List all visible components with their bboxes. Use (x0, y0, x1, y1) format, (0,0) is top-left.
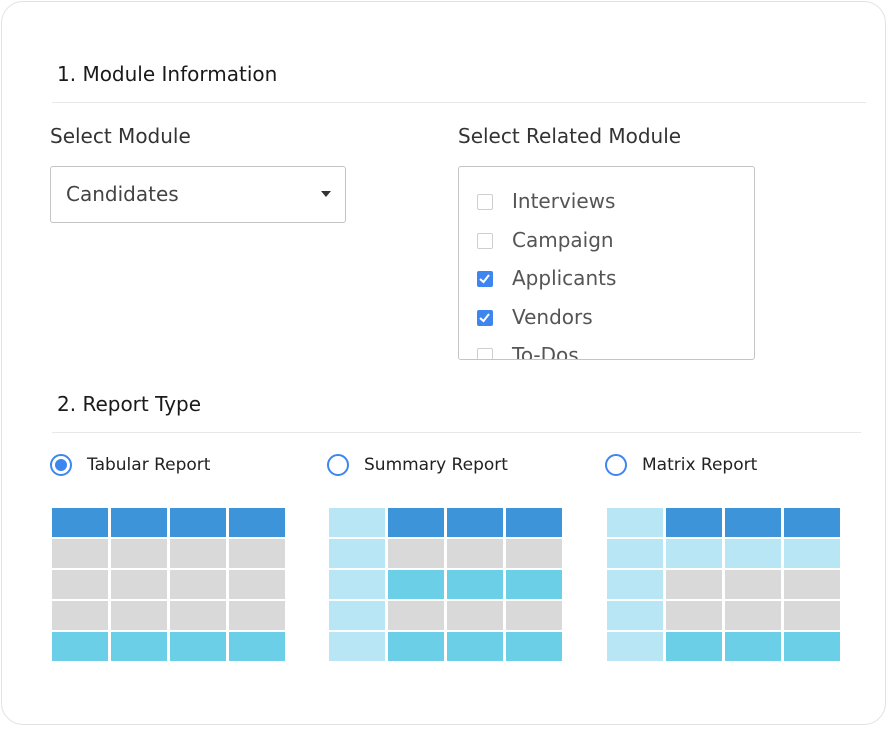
field-label: Select Module (50, 124, 191, 148)
checkbox-label: To-Dos (512, 343, 579, 360)
checkmark (479, 312, 490, 322)
preview-cell (506, 539, 562, 568)
divider (52, 432, 861, 433)
preview-cell (506, 570, 562, 599)
checkbox[interactable] (477, 232, 493, 249)
radio-label[interactable]: Summary Report (364, 455, 508, 475)
radio-button[interactable] (327, 454, 349, 476)
preview-cell (170, 570, 226, 599)
checkbox[interactable] (477, 271, 493, 287)
preview-cell (52, 508, 108, 537)
preview-cell (229, 508, 285, 537)
checkbox-label: Applicants (512, 266, 617, 290)
field-label: Select Related Module (458, 124, 682, 148)
preview-cell (52, 570, 108, 599)
preview-cell (229, 570, 285, 599)
preview-cell (784, 601, 840, 630)
preview-cell (111, 570, 167, 599)
report-preview (607, 508, 840, 664)
preview-cell (170, 601, 226, 630)
preview-cell (111, 508, 167, 537)
preview-cell (170, 632, 226, 661)
preview-cell (506, 601, 562, 630)
preview-cell (666, 601, 722, 630)
checkbox-label: Campaign (512, 227, 614, 252)
section-title: 2. Report Type (57, 392, 202, 416)
preview-cell (666, 508, 722, 537)
preview-cell (388, 508, 444, 537)
preview-cell (447, 508, 503, 537)
preview-cell (229, 632, 285, 661)
preview-cell (607, 632, 663, 661)
preview-cell (111, 601, 167, 630)
preview-cell (666, 539, 722, 568)
report-preview (52, 508, 285, 664)
preview-cell (725, 508, 781, 537)
radio-button[interactable] (50, 454, 72, 476)
checkbox[interactable] (477, 309, 493, 326)
divider (52, 102, 866, 103)
preview-cell (666, 570, 722, 599)
preview-cell (447, 601, 503, 630)
preview-cell (52, 632, 108, 661)
dropdown-value: Candidates (66, 182, 179, 206)
preview-cell (229, 539, 285, 568)
preview-cell (170, 539, 226, 568)
preview-cell (329, 601, 385, 630)
section-title: 1. Module Information (57, 62, 278, 86)
caret (321, 191, 331, 197)
preview-cell (725, 601, 781, 630)
checkbox[interactable] (477, 194, 493, 210)
preview-cell (607, 570, 663, 599)
preview-cell (607, 601, 663, 630)
radio-button[interactable] (605, 454, 627, 476)
preview-cell (447, 539, 503, 568)
preview-cell (666, 632, 722, 661)
preview-cell (725, 539, 781, 568)
report-preview (329, 508, 562, 664)
radio-label[interactable]: Tabular Report (87, 455, 211, 475)
preview-cell (784, 570, 840, 599)
preview-cell (111, 539, 167, 568)
preview-cell (111, 632, 167, 661)
preview-cell (388, 601, 444, 630)
radio-label[interactable]: Matrix Report (642, 455, 758, 475)
preview-cell (784, 632, 840, 661)
preview-cell (725, 570, 781, 599)
preview-cell (329, 570, 385, 599)
preview-cell (784, 508, 840, 537)
preview-cell (329, 508, 385, 537)
checkmark (479, 274, 490, 284)
preview-cell (388, 539, 444, 568)
checkbox-list: Interviews Campaign Applicants Vendors To-Do… (458, 166, 755, 360)
preview-cell (52, 539, 108, 568)
preview-cell (388, 632, 444, 661)
preview-cell (52, 601, 108, 630)
preview-cell (388, 570, 444, 599)
preview-cell (784, 539, 840, 568)
preview-cell (607, 539, 663, 568)
preview-cell (725, 632, 781, 661)
preview-cell (329, 632, 385, 661)
checkbox[interactable] (477, 348, 493, 359)
preview-cell (447, 570, 503, 599)
preview-cell (170, 508, 226, 537)
preview-cell (607, 508, 663, 537)
preview-cell (447, 632, 503, 661)
preview-cell (329, 539, 385, 568)
dropdown[interactable]: Candidates (50, 166, 346, 223)
preview-cell (229, 601, 285, 630)
preview-cell (506, 508, 562, 537)
checkbox-label: Vendors (512, 304, 593, 329)
checkbox-label: Interviews (512, 189, 616, 213)
preview-cell (506, 632, 562, 661)
